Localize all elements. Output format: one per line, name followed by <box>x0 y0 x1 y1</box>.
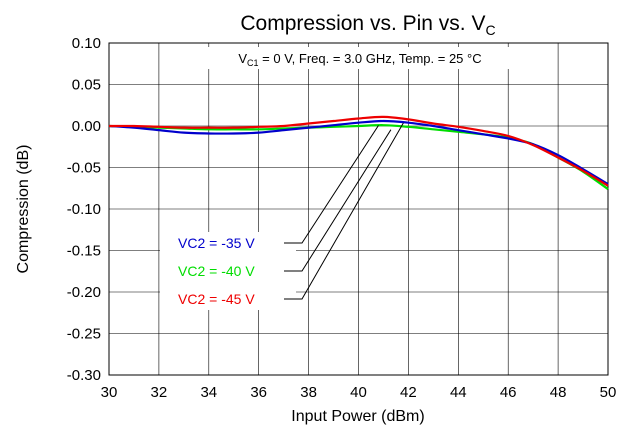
subtitle-vc1-subscript: C1 <box>247 58 259 68</box>
x-tick-label: 46 <box>500 384 517 401</box>
legend-background <box>160 232 296 310</box>
legend-leader-0 <box>284 125 379 244</box>
legend-leader-2 <box>284 122 404 300</box>
y-tick-labels: 0.10 0.05 0.00 -0.05 -0.10 -0.15 -0.20 -0.25 -0.… <box>67 35 101 384</box>
x-tick-label: 34 <box>200 384 217 401</box>
y-tick-label: -0.10 <box>67 201 101 218</box>
chart-subtitle: VC1 = 0 V, Freq. = 3.0 GHz, Temp. = 25 °… <box>238 51 481 68</box>
chart-title: Compression vs. Pin vs. VC <box>240 12 495 38</box>
legend-entry-1: VC2 = -40 V <box>178 263 255 279</box>
legend-leader-lines <box>284 122 404 300</box>
chart-title-main: Compression vs. Pin vs. V <box>240 12 485 35</box>
legend-entry-0: VC2 = -35 V <box>178 235 255 251</box>
legend-leader-1 <box>284 129 392 272</box>
chart-title-subscript: C <box>485 22 495 38</box>
y-tick-label: -0.30 <box>67 367 101 384</box>
legend-entry-2: VC2 = -45 V <box>178 291 255 307</box>
x-tick-label: 42 <box>400 384 417 401</box>
y-tick-label: 0.10 <box>72 35 101 52</box>
x-tick-label: 36 <box>250 384 267 401</box>
series-line-2 <box>108 115 609 187</box>
grid-lines <box>108 42 609 376</box>
subtitle-vc1: V <box>238 51 247 66</box>
y-tick-label: -0.15 <box>67 243 101 260</box>
x-tick-label: 48 <box>550 384 567 401</box>
subtitle-background <box>193 47 527 69</box>
x-tick-label: 40 <box>350 384 367 401</box>
y-tick-label: 0.00 <box>72 118 101 135</box>
y-tick-label: -0.05 <box>67 160 101 177</box>
x-tick-label: 50 <box>600 384 617 401</box>
legend: VC2 = -35 V VC2 = -40 V VC2 = -45 V <box>178 235 255 307</box>
y-axis-label: Compression (dB) <box>15 145 32 274</box>
data-series <box>108 115 609 190</box>
y-tick-label: -0.20 <box>67 284 101 301</box>
x-tick-label: 44 <box>450 384 467 401</box>
y-tick-label: -0.25 <box>67 326 101 343</box>
x-tick-label: 32 <box>151 384 168 401</box>
x-tick-label: 30 <box>101 384 118 401</box>
x-tick-label: 38 <box>300 384 317 401</box>
x-tick-labels: 30 32 34 36 38 40 42 44 46 48 50 <box>101 384 617 401</box>
subtitle-conditions: = 0 V, Freq. = 3.0 GHz, Temp. = 25 °C <box>259 51 482 66</box>
y-tick-label: 0.05 <box>72 77 101 94</box>
x-axis-label: Input Power (dBm) <box>291 408 424 425</box>
